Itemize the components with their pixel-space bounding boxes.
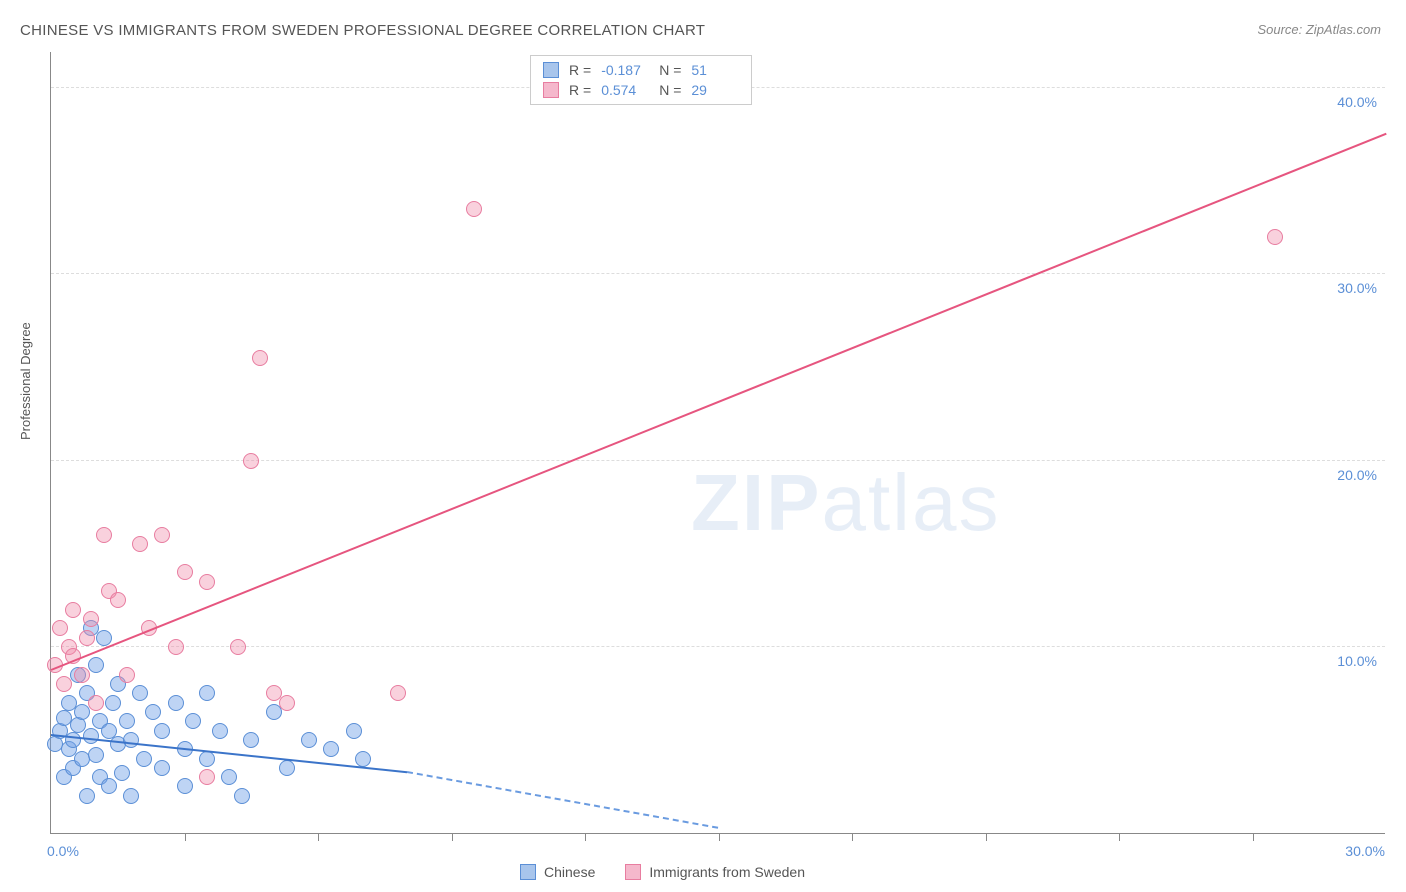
source-attribution: Source: ZipAtlas.com — [1257, 22, 1381, 37]
stats-row-sweden: R = 0.574 N = 29 — [543, 80, 739, 100]
scatter-point — [279, 695, 295, 711]
legend-swatch-chinese — [520, 864, 536, 880]
r-value-sweden: 0.574 — [601, 82, 649, 98]
scatter-point — [74, 667, 90, 683]
scatter-point — [65, 602, 81, 618]
scatter-point — [101, 778, 117, 794]
scatter-point — [52, 620, 68, 636]
y-tick-label: 20.0% — [1337, 467, 1377, 483]
legend-item-chinese: Chinese — [520, 864, 595, 880]
x-tick — [852, 833, 853, 841]
scatter-point — [96, 527, 112, 543]
scatter-point — [199, 769, 215, 785]
x-tick — [318, 833, 319, 841]
scatter-point — [243, 732, 259, 748]
chart-title: CHINESE VS IMMIGRANTS FROM SWEDEN PROFES… — [20, 22, 705, 39]
scatter-point — [132, 536, 148, 552]
stats-legend-box: R = -0.187 N = 51 R = 0.574 N = 29 — [530, 55, 752, 105]
scatter-point — [79, 788, 95, 804]
scatter-point — [252, 350, 268, 366]
watermark: ZIPatlas — [691, 457, 1000, 549]
scatter-point — [56, 676, 72, 692]
y-tick-label: 40.0% — [1337, 94, 1377, 110]
scatter-point — [123, 732, 139, 748]
chart-container: CHINESE VS IMMIGRANTS FROM SWEDEN PROFES… — [0, 0, 1406, 892]
swatch-sweden — [543, 82, 559, 98]
scatter-point — [301, 732, 317, 748]
legend-swatch-sweden — [625, 864, 641, 880]
n-value-sweden: 29 — [691, 82, 739, 98]
x-tick — [452, 833, 453, 841]
r-value-chinese: -0.187 — [601, 62, 649, 78]
scatter-point — [110, 592, 126, 608]
y-axis-title: Professional Degree — [18, 322, 33, 440]
scatter-point — [132, 685, 148, 701]
trend-line-dashed — [407, 771, 719, 829]
scatter-point — [119, 713, 135, 729]
legend-item-sweden: Immigrants from Sweden — [625, 864, 805, 880]
x-tick — [719, 833, 720, 841]
x-tick — [1253, 833, 1254, 841]
scatter-point — [88, 657, 104, 673]
scatter-point — [83, 611, 99, 627]
x-tick — [986, 833, 987, 841]
scatter-point — [65, 732, 81, 748]
stats-row-chinese: R = -0.187 N = 51 — [543, 60, 739, 80]
scatter-point — [88, 747, 104, 763]
scatter-point — [114, 765, 130, 781]
swatch-chinese — [543, 62, 559, 78]
scatter-point — [230, 639, 246, 655]
x-tick — [185, 833, 186, 841]
x-label-left: 0.0% — [47, 843, 79, 859]
x-tick — [1119, 833, 1120, 841]
scatter-point — [221, 769, 237, 785]
trend-line — [51, 133, 1387, 671]
y-tick-label: 30.0% — [1337, 280, 1377, 296]
legend-label-chinese: Chinese — [544, 864, 595, 880]
scatter-point — [119, 667, 135, 683]
x-label-right: 30.0% — [1345, 843, 1385, 859]
scatter-point — [154, 723, 170, 739]
scatter-point — [83, 728, 99, 744]
scatter-point — [177, 564, 193, 580]
gridline-h — [51, 646, 1385, 647]
scatter-point — [177, 778, 193, 794]
scatter-point — [168, 695, 184, 711]
legend-bottom: Chinese Immigrants from Sweden — [520, 864, 805, 880]
n-value-chinese: 51 — [691, 62, 739, 78]
trend-line — [51, 734, 407, 773]
scatter-point — [79, 630, 95, 646]
scatter-point — [88, 695, 104, 711]
scatter-point — [355, 751, 371, 767]
scatter-point — [154, 527, 170, 543]
y-tick-label: 10.0% — [1337, 653, 1377, 669]
scatter-point — [96, 630, 112, 646]
scatter-point — [168, 639, 184, 655]
scatter-point — [154, 760, 170, 776]
scatter-point — [390, 685, 406, 701]
scatter-point — [185, 713, 201, 729]
legend-label-sweden: Immigrants from Sweden — [649, 864, 805, 880]
scatter-point — [212, 723, 228, 739]
scatter-point — [279, 760, 295, 776]
scatter-point — [105, 695, 121, 711]
scatter-point — [199, 574, 215, 590]
scatter-point — [323, 741, 339, 757]
scatter-point — [243, 453, 259, 469]
scatter-point — [145, 704, 161, 720]
scatter-point — [1267, 229, 1283, 245]
scatter-point — [466, 201, 482, 217]
plot-area: ZIPatlas 10.0%20.0%30.0%40.0%0.0%30.0% — [50, 52, 1385, 834]
x-tick — [585, 833, 586, 841]
scatter-point — [234, 788, 250, 804]
scatter-point — [136, 751, 152, 767]
scatter-point — [123, 788, 139, 804]
scatter-point — [346, 723, 362, 739]
scatter-point — [199, 685, 215, 701]
gridline-h — [51, 273, 1385, 274]
